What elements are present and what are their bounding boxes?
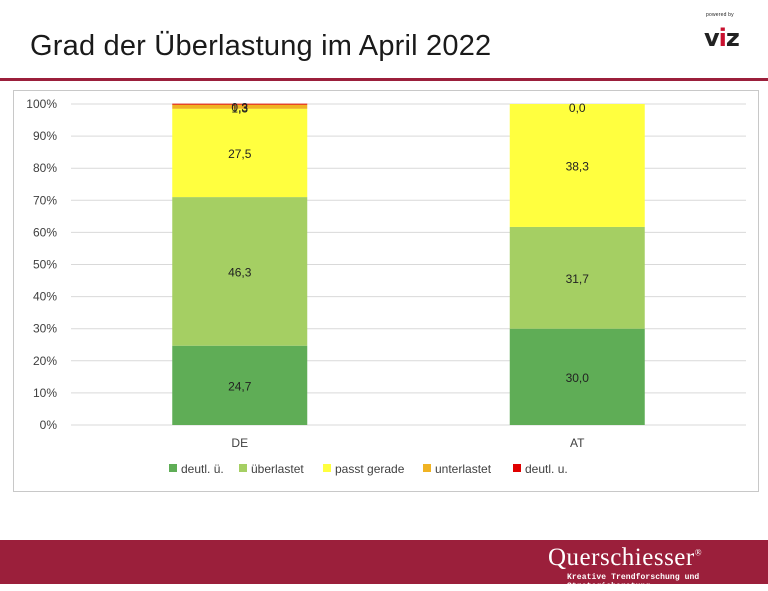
x-tick-label: DE [231, 436, 248, 450]
brand-tagline: Kreative Trendforschung und Strategieber… [567, 573, 700, 591]
bar-segment [172, 345, 308, 425]
legend-swatch [239, 464, 247, 472]
data-label: 24,7 [228, 379, 252, 393]
data-label: 1,3 [231, 102, 248, 116]
page-title: Grad der Überlastung im April 2022 [30, 30, 492, 62]
brand-registered-mark: ® [694, 547, 703, 558]
bar-segment [509, 104, 645, 227]
legend-label: deutl. ü. [181, 462, 224, 476]
bar-segment [509, 328, 645, 425]
bar-segment [172, 104, 308, 109]
y-tick-label: 40% [33, 290, 57, 304]
data-label: 0,3 [231, 101, 248, 115]
footer-band [0, 540, 768, 584]
legend-swatch [169, 464, 177, 472]
legend-label: überlastet [251, 462, 304, 476]
y-tick-label: 20% [33, 354, 57, 368]
legend-swatch [513, 464, 521, 472]
x-tick-label: AT [570, 436, 585, 450]
y-tick-label: 80% [33, 161, 57, 175]
legend-label: passt gerade [335, 462, 405, 476]
y-tick-label: 90% [33, 129, 57, 143]
logo-powered-by: powered by [706, 12, 734, 18]
viz-logo: powered by viz [700, 10, 756, 54]
chart-frame: 0% 10% 20% 30% 40% 50% 60% 70% 80% 90% 100% 24,7 46,… [13, 90, 759, 492]
bar-segment [509, 226, 645, 329]
data-label: 38,3 [566, 159, 590, 173]
y-tick-label: 60% [33, 225, 57, 239]
bar-segment [172, 197, 308, 346]
data-label: 31,7 [566, 272, 590, 286]
bar-segment [172, 103, 308, 105]
stacked-bar-chart: 0% 10% 20% 30% 40% 50% 60% 70% 80% 90% 100% 24,7 46,… [26, 97, 746, 476]
legend-label: deutl. u. [525, 462, 568, 476]
y-tick-label: 0% [40, 418, 58, 432]
y-tick-label: 70% [33, 193, 57, 207]
legend-label: unterlastet [435, 462, 492, 476]
logo-letter-v: v [704, 24, 720, 52]
data-label: 27,5 [228, 147, 252, 161]
logo-letter-i: i [718, 24, 727, 52]
y-tick-label: 30% [33, 322, 57, 336]
logo-letter-z: z [725, 24, 740, 52]
data-label: 46,3 [228, 265, 252, 279]
legend-swatch [423, 464, 431, 472]
y-tick-label: 100% [26, 97, 57, 111]
legend-swatch [323, 464, 331, 472]
data-label: 30,0 [566, 371, 590, 385]
bar-segment [172, 108, 308, 198]
y-tick-label: 10% [33, 386, 57, 400]
logo-wordmark: viz [704, 24, 740, 52]
header-divider [0, 78, 768, 81]
y-tick-label: 50% [33, 258, 57, 272]
brand-logo: Querschiesser® [548, 544, 702, 572]
brand-name: Querschiesser [548, 544, 695, 571]
data-label: 0,0 [569, 101, 586, 115]
